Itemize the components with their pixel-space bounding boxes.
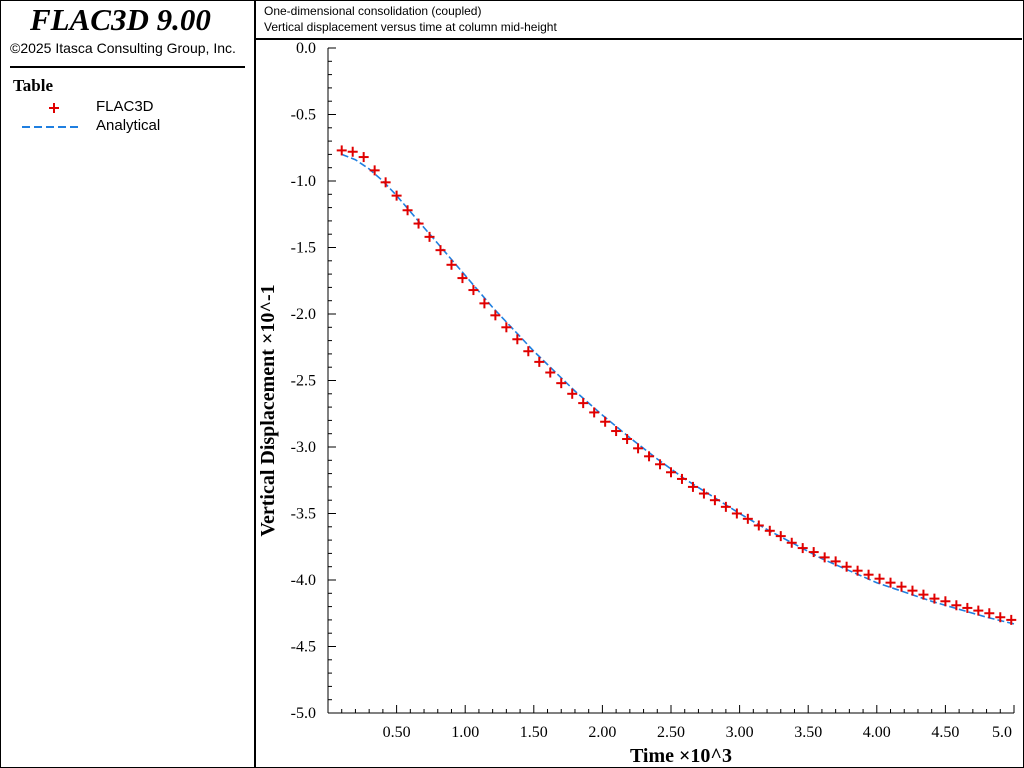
x-tick-label: 1.50: [520, 724, 548, 741]
flac3d-point: [424, 231, 435, 242]
plot-header: One-dimensional consolidation (coupled) …: [256, 0, 1022, 40]
legend-item-label: FLAC3D: [96, 98, 154, 115]
flac3d-point: [841, 561, 852, 572]
sidebar-divider: [10, 66, 245, 68]
x-tick-label: 3.00: [726, 724, 754, 741]
flac3d-point: [413, 218, 424, 229]
x-tick-label: 2.00: [588, 724, 616, 741]
flac3d-point: [567, 388, 578, 399]
flac3d-point: [918, 589, 929, 600]
flac3d-point: [940, 596, 951, 607]
plot-subtitle-1: One-dimensional consolidation (coupled): [264, 4, 482, 18]
x-axis-title: Time ×10^3: [630, 745, 732, 767]
series-analytical-line: [341, 153, 1015, 625]
flac3d-point: [709, 495, 720, 506]
flac3d-point: [896, 581, 907, 592]
flac3d-point: [534, 356, 545, 367]
y-tick-label: -3.5: [291, 506, 316, 523]
flac3d-point: [676, 473, 687, 484]
flac3d-point: [764, 525, 775, 536]
flac3d-point: [698, 488, 709, 499]
flac3d-point: [929, 593, 940, 604]
flac3d-point: [457, 273, 468, 284]
flac3d-point: [600, 416, 611, 427]
x-tick-label: 4.00: [863, 724, 891, 741]
flac3d-point: [907, 585, 918, 596]
plus-marker-icon: [49, 103, 59, 113]
flac3d-point: [479, 298, 490, 309]
copyright-text: ©2025 Itasca Consulting Group, Inc.: [10, 40, 236, 56]
flac3d-point: [819, 552, 830, 563]
flac3d-point: [578, 398, 589, 409]
flac3d-point: [951, 600, 962, 611]
y-tick-label: -1.5: [291, 240, 316, 257]
flac3d-point: [797, 543, 808, 554]
flac3d-point: [984, 608, 995, 619]
flac3d-point: [622, 434, 633, 445]
flac3d-point: [611, 426, 622, 437]
plot-subtitle-2: Vertical displacement versus time at col…: [264, 20, 557, 34]
flac3d-point: [446, 259, 457, 270]
flac3d-point: [380, 177, 391, 188]
flac3d-point: [589, 407, 600, 418]
flac3d-point: [336, 145, 347, 156]
x-tick-label: 1.00: [451, 724, 479, 741]
flac3d-point: [786, 537, 797, 548]
x-tick-label: 2.50: [657, 724, 685, 741]
flac3d-point: [435, 245, 446, 256]
flac3d-point: [775, 531, 786, 542]
flac3d-point: [347, 146, 358, 157]
flac3d-point: [655, 459, 666, 470]
x-tick-label: 4.50: [931, 724, 959, 741]
flac3d-point: [644, 451, 655, 462]
flac3d-point: [391, 190, 402, 201]
flac3d-point: [962, 602, 973, 613]
y-tick-label: -4.5: [291, 639, 316, 656]
flac3d-point: [633, 443, 644, 454]
flac3d-point: [1006, 614, 1017, 625]
flac3d-point: [973, 605, 984, 616]
flac3d-point: [468, 285, 479, 296]
dashed-line-icon: [22, 126, 82, 128]
flac3d-point: [995, 612, 1006, 623]
y-tick-label: -1.0: [291, 173, 316, 190]
flac3d-point: [852, 565, 863, 576]
x-tick-label: 5.0: [992, 724, 1012, 741]
chart-area: 0.0 -0.5 -1.0 -1.5 -2.0 -2.5 -3.0 -3.5 -4.0 -4.5 -…: [257, 40, 1017, 767]
flac3d-point: [512, 334, 523, 345]
flac3d-point: [731, 508, 742, 519]
flac3d-point: [830, 556, 841, 567]
legend-sidebar: FLAC3D 9.00 ©2025 Itasca Consulting Grou…: [0, 0, 256, 768]
flac3d-point: [720, 501, 731, 512]
y-tick-label: -3.0: [291, 439, 316, 456]
y-tick-label: 0.0: [296, 40, 316, 57]
y-tick-label: -2.0: [291, 306, 316, 323]
flac3d-point: [808, 547, 819, 558]
flac3d-point: [358, 152, 369, 163]
flac3d-point: [402, 205, 413, 216]
flac3d-point: [885, 577, 896, 588]
legend-title: Table: [13, 76, 54, 95]
y-tick-label: -5.0: [291, 705, 316, 722]
flac3d-point: [545, 367, 556, 378]
x-tick-label: 0.50: [383, 724, 411, 741]
flac3d-point: [369, 165, 380, 176]
flac3d-point: [863, 569, 874, 580]
flac3d-point: [687, 481, 698, 492]
flac3d-point: [753, 520, 764, 531]
x-tick-label: 3.50: [794, 724, 822, 741]
y-tick-label: -0.5: [291, 107, 316, 124]
app-title: FLAC3D 9.00: [30, 2, 211, 37]
flac3d-point: [501, 322, 512, 333]
flac3d-point: [666, 467, 676, 478]
y-tick-label: -4.0: [291, 572, 316, 589]
flac3d-point: [874, 573, 885, 584]
flac3d-point: [742, 513, 753, 524]
flac3d-point: [490, 310, 501, 321]
flac3d-point: [556, 378, 567, 389]
y-axis-title: Vertical Displacement ×10^-1: [257, 284, 279, 536]
y-tick-label: -2.5: [291, 373, 316, 390]
flac3d-point: [523, 346, 534, 357]
legend-item-label: Analytical: [96, 117, 161, 134]
